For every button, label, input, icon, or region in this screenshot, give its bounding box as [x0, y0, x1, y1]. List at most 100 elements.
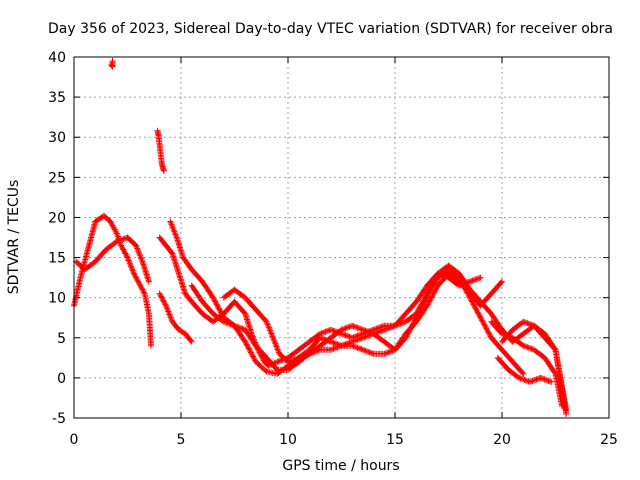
data-point	[158, 293, 165, 300]
data-point	[351, 343, 358, 350]
data-point	[520, 342, 527, 349]
data-point	[289, 357, 296, 364]
data-point	[187, 337, 194, 344]
plot-frame	[73, 56, 610, 419]
data-point	[275, 358, 282, 365]
data-point	[331, 345, 338, 352]
data-point	[167, 219, 174, 226]
data-point	[137, 282, 144, 289]
data-point	[159, 296, 166, 303]
data-point	[361, 327, 368, 334]
data-point	[387, 348, 394, 355]
data-point	[133, 274, 140, 281]
data-point	[431, 289, 438, 296]
data-point	[367, 331, 374, 338]
data-point	[432, 286, 439, 293]
data-point	[538, 375, 545, 382]
data-point	[211, 297, 218, 304]
data-point	[127, 261, 134, 268]
data-point	[330, 345, 337, 352]
data-point	[424, 302, 431, 309]
data-point	[482, 324, 489, 331]
data-point	[548, 378, 555, 385]
data-point	[363, 348, 370, 355]
data-point	[313, 348, 320, 355]
data-point	[363, 333, 370, 340]
data-point	[366, 349, 373, 356]
data-point	[327, 326, 334, 333]
data-point	[359, 346, 366, 353]
data-point	[266, 326, 273, 333]
data-point	[524, 344, 531, 351]
data-point	[309, 349, 316, 356]
data-point	[140, 289, 147, 296]
data-point	[334, 344, 341, 351]
data-point	[354, 324, 361, 331]
data-point	[323, 337, 330, 344]
data-point	[551, 345, 558, 352]
data-point	[271, 337, 278, 344]
data-point	[525, 320, 532, 327]
data-point	[357, 335, 364, 342]
data-point	[350, 338, 357, 345]
data-point	[355, 336, 362, 343]
data-point	[433, 285, 440, 292]
data-point	[160, 297, 167, 304]
data-point	[145, 278, 152, 285]
data-point	[362, 347, 369, 354]
data-point	[383, 325, 390, 332]
data-point	[528, 321, 535, 328]
data-point	[321, 329, 328, 336]
data-point	[274, 344, 281, 351]
data-point	[167, 312, 174, 319]
data-point	[135, 249, 142, 256]
data-point	[354, 344, 361, 351]
data-point	[480, 320, 487, 327]
data-point	[386, 324, 393, 331]
data-point	[239, 325, 246, 332]
data-point	[426, 297, 433, 304]
data-point	[540, 375, 547, 382]
data-point	[268, 331, 275, 338]
data-point	[210, 294, 217, 301]
data-point	[470, 301, 477, 308]
x-tick-label: 25	[600, 432, 618, 448]
data-point	[121, 249, 128, 256]
data-point	[477, 314, 484, 321]
data-point	[125, 256, 132, 263]
data-point	[133, 275, 140, 282]
data-point	[481, 322, 488, 329]
data-point	[521, 376, 528, 383]
x-tick-label: 10	[279, 432, 297, 448]
data-point	[473, 276, 480, 283]
data-point	[216, 306, 223, 313]
data-point	[359, 326, 366, 333]
data-point	[476, 275, 483, 282]
data-point	[138, 283, 145, 290]
data-point	[115, 238, 122, 245]
data-point	[321, 336, 328, 343]
series-track-3	[156, 234, 527, 377]
data-point	[165, 308, 172, 315]
data-point	[475, 310, 482, 317]
data-point	[545, 377, 552, 384]
data-point	[359, 334, 366, 341]
data-point	[167, 218, 174, 225]
data-point	[371, 330, 378, 337]
data-point	[544, 377, 551, 384]
data-point	[135, 279, 142, 286]
data-point	[171, 230, 178, 237]
data-point	[148, 342, 155, 349]
data-point	[429, 283, 436, 290]
data-point	[125, 257, 132, 264]
data-point	[140, 287, 147, 294]
data-point	[465, 279, 472, 286]
data-point	[530, 377, 537, 384]
data-point	[330, 339, 337, 346]
data-point	[343, 324, 350, 331]
data-point	[262, 367, 269, 374]
data-point	[112, 239, 119, 246]
data-point	[305, 351, 312, 358]
data-point	[358, 346, 365, 353]
